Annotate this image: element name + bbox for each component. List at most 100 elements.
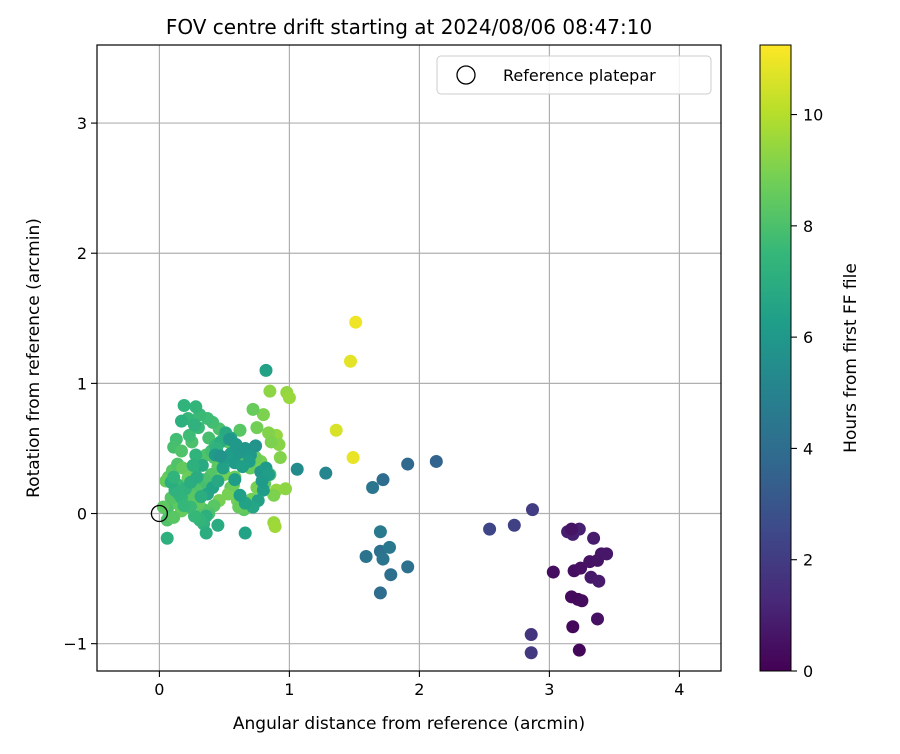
data-point [199,526,213,540]
legend-reference-icon [456,65,476,85]
colorbar-tick-label: 4 [803,439,813,458]
data-point [250,421,264,435]
data-point [600,547,614,561]
data-point [566,620,580,634]
data-point [190,470,204,484]
data-point [524,628,538,642]
data-point [214,449,227,463]
data-point [236,460,250,474]
colorbar-ticks: 0 2 4 6 8 10 [791,106,823,681]
data-point [160,531,174,545]
data-point [290,462,304,476]
data-point [194,490,208,504]
colorbar-tick-label: 6 [803,328,813,347]
data-points [156,315,614,660]
data-point [189,400,203,414]
data-point [319,466,333,480]
data-point [376,552,390,566]
x-tick-label: 3 [544,680,554,699]
data-point [572,643,586,657]
data-point [188,418,201,432]
data-point [177,499,191,513]
data-point [246,402,260,416]
data-point [373,586,387,600]
data-point [329,423,343,437]
colorbar-tick-label: 2 [803,551,813,570]
data-point [216,461,230,475]
y-tick-label: −1 [63,635,87,654]
data-point [359,549,373,563]
data-point [344,354,357,368]
legend-entry: Reference platepar [503,66,656,85]
data-point [401,560,415,574]
colorbar-gradient [760,45,791,671]
y-tick-label: 1 [77,374,87,393]
y-tick-label: 0 [77,505,87,524]
data-point [575,594,589,608]
data-point [349,315,363,329]
data-point [507,518,521,532]
reference-platepar-marker [150,504,169,523]
data-point [233,423,247,437]
data-point [264,435,278,449]
data-point [373,525,387,539]
x-axis-ticks: 0 1 2 3 4 [154,671,684,699]
data-point [249,439,263,453]
plot-frame [96,44,722,672]
data-point [282,391,296,405]
data-point [189,448,203,462]
data-point [376,473,390,487]
data-point [591,612,604,626]
data-point [383,540,396,554]
data-point [401,457,415,471]
data-point [273,451,287,465]
data-point [268,520,282,534]
data-point [574,561,588,575]
data-point [565,522,578,536]
data-point [195,458,209,472]
data-point [229,438,243,452]
data-point [167,510,181,524]
data-point [233,488,247,502]
y-tick-label: 3 [77,114,87,133]
data-point [366,480,380,494]
data-point [176,461,190,475]
y-tick-label: 2 [77,244,87,263]
grid [97,45,721,671]
data-point [175,414,188,428]
data-point [167,470,181,484]
data-point [524,646,538,660]
data-point [211,518,225,532]
data-point [267,488,281,502]
colorbar-tick-label: 10 [803,106,823,125]
legend: Reference platepar [436,55,712,95]
data-point [429,454,443,468]
colorbar-frame [759,44,792,672]
y-axis-ticks: −1 0 1 2 3 [63,114,97,654]
data-point [483,522,497,536]
data-point [186,458,200,472]
data-point [228,473,242,487]
x-tick-label: 1 [284,680,294,699]
data-point [346,451,360,465]
data-point [182,428,196,442]
colorbar-tick-label: 0 [803,662,813,681]
data-point [587,531,601,545]
data-point [526,503,539,517]
data-point [256,408,270,422]
x-axis-label: Angular distance from reference (arcmin) [233,714,585,734]
data-point [384,568,398,582]
colorbar-tick-label: 8 [803,217,813,236]
data-point [177,399,191,413]
data-point [546,565,560,579]
colorbar-label: Hours from first FF file [841,263,861,453]
x-tick-label: 0 [154,680,164,699]
legend-box [436,55,712,95]
data-point [175,444,188,458]
data-point [211,474,225,488]
y-axis-label: Rotation from reference (arcmin) [24,218,44,498]
colorbar: 0 2 4 6 8 10 Hours from first FF file [759,44,861,681]
x-tick-label: 4 [674,680,684,699]
data-point [263,384,277,398]
